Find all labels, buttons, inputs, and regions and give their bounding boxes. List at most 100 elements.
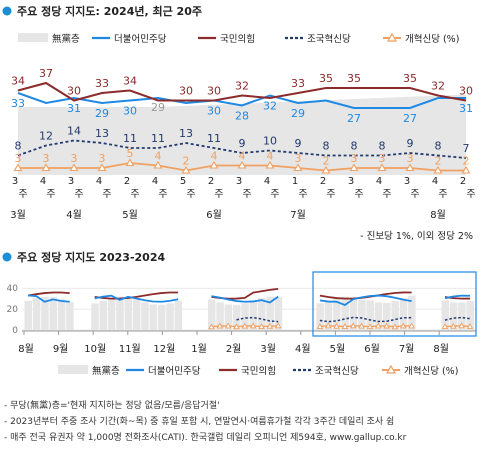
week-number: 2: [208, 176, 214, 187]
data-label-jogook: 9: [295, 137, 302, 150]
overview-reform-point: [408, 322, 415, 329]
series-line-minjoo: [17, 92, 466, 109]
week-number: 3: [348, 176, 354, 187]
overview-line-reform: [444, 325, 471, 328]
none-bar: [449, 302, 458, 330]
none-bar: [383, 302, 391, 330]
none-bar: [24, 300, 32, 330]
reform-point: [377, 163, 387, 172]
month-label: 10월: [84, 343, 106, 355]
overview-line-minjoo: [27, 294, 70, 303]
overview-line-minjoo: [319, 294, 412, 307]
data-label-jogook: 8: [351, 140, 358, 153]
overview-reform-point: [391, 323, 399, 330]
none-bar: [249, 300, 258, 330]
month-label: 4월: [66, 209, 82, 221]
none-bar: [466, 301, 474, 330]
none-bar: [349, 297, 358, 330]
overview-line-minjoo: [94, 294, 179, 303]
month-label: 1월: [191, 343, 207, 355]
data-label-jogook: 8: [435, 140, 442, 153]
none-bar: [333, 297, 341, 330]
data-label-reform: 4: [239, 150, 246, 163]
data-label-ppp: 30: [207, 85, 221, 98]
none-bar: [241, 303, 249, 330]
month-label: 7월: [290, 209, 306, 221]
footnote-2: - 2023년부터 주중 조사 기간(화~목) 중 휴일 포함 시, 연말연시·…: [4, 417, 395, 427]
none-bar: [124, 297, 133, 330]
data-label-reform: 2: [323, 155, 330, 168]
none-bar: [107, 298, 116, 330]
data-label-jogook: 14: [67, 125, 81, 138]
week-label: 주: [410, 189, 419, 200]
none-bar: [49, 297, 58, 330]
none-bar: [174, 300, 183, 330]
none-bar: [224, 304, 233, 330]
week-number: 4: [152, 176, 158, 187]
data-label-reform: 2: [183, 155, 190, 168]
data-label-jogook: 13: [95, 127, 109, 140]
chart-footnote: - 진보당 1%, 이외 정당 2%: [360, 230, 473, 242]
overview-line-minjoo: [444, 294, 471, 300]
overview-reform-point: [383, 322, 390, 329]
week-label: 주: [158, 189, 167, 200]
legend-label-reform: 개혁신당 (%): [404, 366, 458, 377]
none-bar: [57, 299, 66, 330]
data-label-minjoo: 30: [207, 105, 221, 118]
none-bar: [132, 299, 141, 330]
data-label-jogook: 10: [263, 135, 277, 148]
legend-label-minjoo: 더불어민주당: [148, 366, 201, 377]
reform-point: [97, 163, 107, 172]
series-line-ppp: [17, 81, 467, 102]
overview-reform-point: [333, 322, 340, 329]
week-label: 주: [326, 189, 335, 200]
month-label: 7월: [399, 343, 415, 355]
y-tick-label: 0: [12, 326, 18, 336]
overview-line-ppp: [94, 291, 179, 300]
data-label-jogook: 13: [179, 127, 193, 140]
data-label-ppp: 33: [291, 77, 305, 90]
data-label-minjoo: 27: [403, 112, 417, 125]
none-bar: [166, 303, 174, 330]
week-label: 주: [214, 189, 223, 200]
month-label: 6월: [206, 209, 222, 221]
none-bar: [374, 302, 383, 330]
week-number: 2: [320, 176, 326, 187]
none-bar: [441, 300, 449, 330]
y-tick-label: 40: [7, 284, 19, 294]
reform-point: [153, 160, 163, 169]
week-label: 주: [466, 189, 475, 200]
reform-point: [293, 163, 303, 172]
data-label-ppp: 34: [11, 75, 25, 88]
reform-point: [209, 160, 219, 169]
week-number: 3: [404, 176, 410, 187]
data-label-jogook: 11: [207, 132, 221, 145]
data-label-reform: 3: [43, 152, 50, 165]
overview-reform-point: [450, 322, 457, 329]
legend-marker-reform: [385, 364, 397, 374]
week-label: 주: [130, 189, 139, 200]
reform-point: [237, 160, 247, 169]
none-bar: [149, 304, 158, 330]
data-label-reform: 2: [435, 155, 442, 168]
legend-label-ppp: 국민의힘: [220, 34, 255, 45]
none-bar: [274, 297, 283, 330]
data-label-reform: 3: [99, 152, 106, 165]
data-label-minjoo: 32: [263, 100, 277, 113]
month-label: 5월: [330, 343, 346, 355]
week-label: 주: [74, 189, 83, 200]
y-tick-label: 20: [7, 305, 19, 315]
overview-line-ppp: [27, 291, 70, 297]
reform-point: [13, 163, 23, 172]
data-label-reform: 3: [15, 152, 22, 165]
week-label: 주: [242, 189, 251, 200]
month-label: 3월: [260, 343, 276, 355]
data-label-jogook: 7: [463, 142, 470, 155]
none-bar: [157, 304, 166, 330]
none-bar: [216, 302, 224, 330]
data-label-reform: 3: [379, 152, 386, 165]
chart-title: 주요 정당 지지도 2023-2024: [17, 250, 165, 264]
overview-line-jogook: [319, 316, 412, 323]
